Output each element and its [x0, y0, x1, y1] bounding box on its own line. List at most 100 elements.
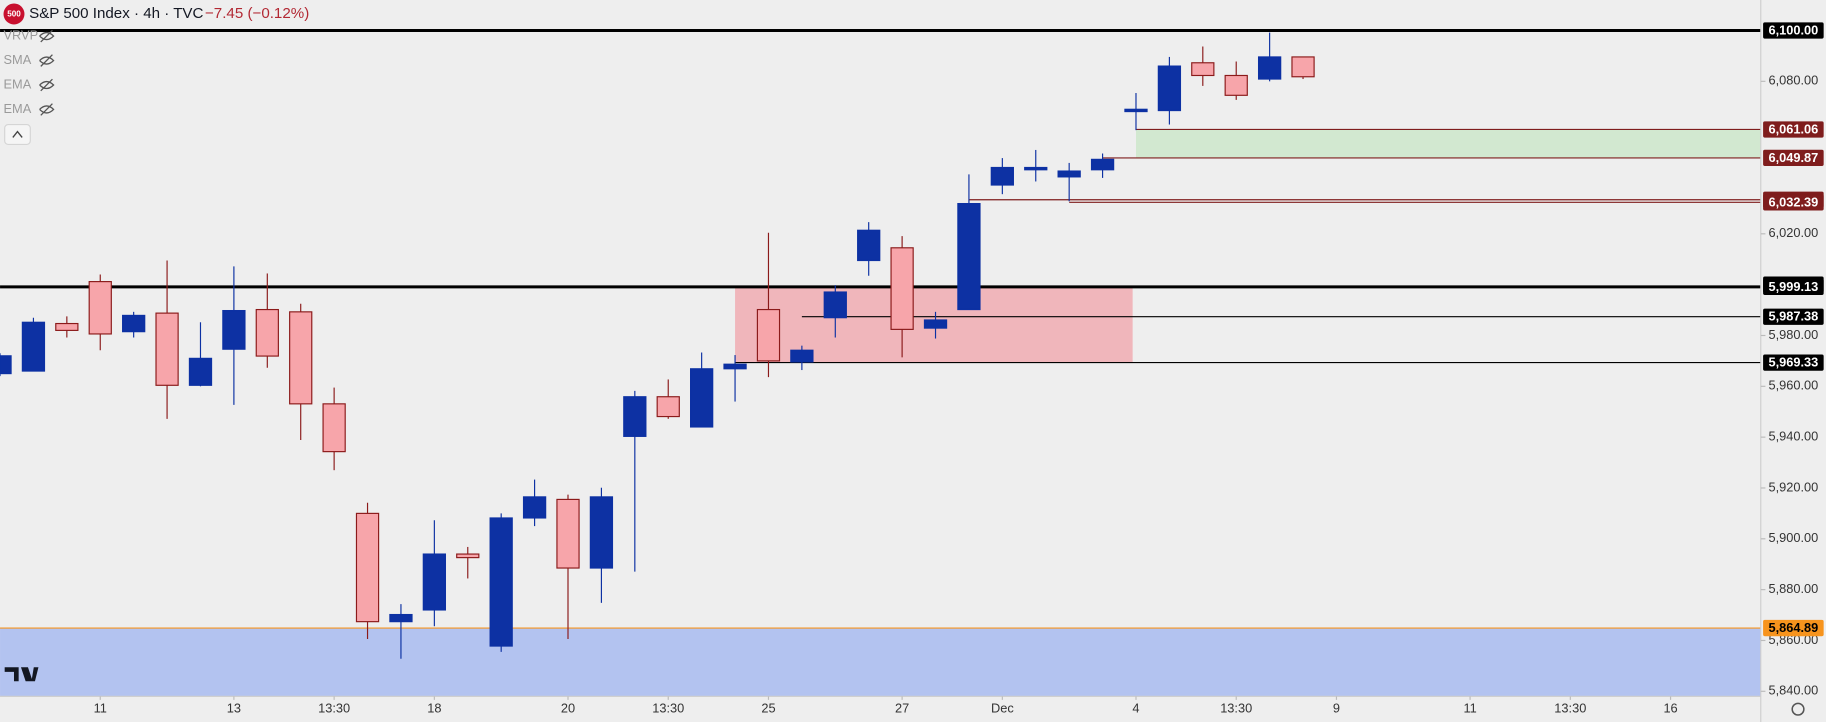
candle-body — [255, 308, 279, 357]
eye-off-icon — [39, 103, 55, 116]
candle-body — [88, 281, 112, 335]
candle-body — [1291, 56, 1315, 78]
candle-body — [1057, 170, 1081, 178]
x-tick-label: 13 — [227, 701, 241, 716]
header: 500 S&P 500 Index · 4h · TVC −7.45 (−0.1… — [0, 0, 385, 26]
candle-body — [21, 321, 46, 372]
candle-body — [1224, 74, 1248, 96]
candle-body — [589, 496, 614, 569]
candle-body — [188, 357, 213, 386]
eye-off-icon — [39, 29, 55, 43]
symbol-logo-text: 500 — [7, 10, 21, 19]
y-tick-label: 5,940.00 — [1768, 429, 1818, 444]
y-tick-label: 6,080.00 — [1768, 73, 1818, 88]
price-change: −7.45 (−0.12%) — [205, 5, 309, 22]
candle-body — [1257, 56, 1282, 80]
price-label: 5,969.33 — [1768, 355, 1818, 370]
candle-body — [790, 349, 814, 363]
candle-body — [155, 312, 179, 386]
x-tick-label: 27 — [895, 701, 909, 716]
price-label-box — [1763, 619, 1824, 637]
candle-body — [489, 517, 513, 647]
candle-body — [890, 247, 914, 330]
chart-title: S&P 500 Index · 4h · TVC — [29, 5, 203, 22]
candle-body — [355, 512, 380, 623]
x-tick-label: 25 — [761, 701, 775, 716]
tv-logo-mark — [4, 667, 39, 682]
x-tick-label: Dec — [991, 701, 1014, 716]
x-tick-label: 20 — [561, 701, 575, 716]
x-tick-label: 11 — [1463, 701, 1476, 716]
indicator-label: EMA — [4, 76, 32, 91]
y-tick-label: 5,920.00 — [1768, 479, 1818, 494]
candle-body — [1090, 158, 1115, 171]
indicator-label: SMA — [4, 52, 32, 67]
price-label: 5,864.89 — [1768, 620, 1818, 635]
settings-icon[interactable] — [1791, 702, 1805, 716]
y-tick-label: 6,020.00 — [1768, 225, 1818, 240]
axes: 5,840.005,860.005,880.005,900.005,920.00… — [94, 22, 1824, 716]
x-tick-label: 13:30 — [318, 701, 350, 716]
collapse-box[interactable] — [4, 124, 31, 145]
x-tick-label: 9 — [1333, 701, 1340, 716]
indicator-label: VRVP — [4, 27, 39, 42]
price-label: 6,061.06 — [1768, 121, 1818, 136]
price-label-box — [1763, 149, 1824, 167]
candle-body — [55, 322, 79, 331]
candle-body — [1157, 65, 1182, 112]
eye-off-icon — [39, 78, 55, 92]
x-tick-label: 16 — [1663, 701, 1677, 716]
candle-body — [823, 291, 847, 319]
candle-body — [623, 396, 647, 437]
x-tick-label: 4 — [1132, 701, 1139, 716]
price-label: 5,987.38 — [1768, 309, 1818, 324]
candle-body — [690, 368, 714, 428]
indicator-list[interactable]: VRVP SMA EMA EMA — [4, 27, 55, 116]
candle-body — [522, 496, 547, 519]
chevron-icon — [12, 130, 23, 138]
candle-body — [556, 498, 580, 569]
candle-body — [1024, 166, 1048, 171]
candle-body — [923, 319, 948, 329]
candle-body — [990, 166, 1014, 186]
x-tick-label: 13:30 — [1554, 701, 1586, 716]
price-label: 6,032.39 — [1768, 194, 1818, 209]
candle-body — [322, 403, 346, 453]
candle-body — [656, 396, 680, 418]
indicator-label: EMA — [4, 101, 32, 116]
price-label: 6,049.87 — [1768, 150, 1818, 165]
zone — [1135, 129, 1761, 158]
price-label: 5,999.13 — [1768, 279, 1818, 294]
candle-body — [222, 309, 246, 350]
plot-area — [0, 29, 1761, 697]
candle-body — [122, 314, 146, 333]
candle-body — [957, 202, 981, 311]
candle-body — [756, 308, 781, 362]
price-label-box — [1763, 278, 1824, 296]
header-bg — [0, 0, 385, 26]
tv-logo — [4, 667, 39, 682]
y-tick-label: 5,960.00 — [1768, 378, 1818, 393]
candle-body — [0, 355, 12, 375]
candle-body — [723, 363, 747, 370]
y-tick-label: 5,900.00 — [1768, 530, 1818, 545]
candle-body — [857, 229, 881, 262]
x-tick-label: 13:30 — [652, 701, 684, 716]
y-tick-label: 5,980.00 — [1768, 327, 1818, 342]
candle-body — [289, 311, 313, 405]
price-label: 6,100.00 — [1768, 22, 1818, 37]
x-tick-label: 18 — [427, 701, 441, 716]
settings-button[interactable] — [1791, 702, 1805, 716]
candle-body — [422, 553, 447, 611]
price-label-box — [1763, 194, 1824, 211]
x-tick-label: 13:30 — [1220, 701, 1252, 716]
zone — [0, 628, 1761, 697]
price-label-box — [1763, 22, 1824, 39]
collapse-button[interactable] — [4, 124, 31, 145]
candle-body — [389, 613, 413, 623]
candle-body — [1191, 62, 1215, 77]
x-tick-label: 11 — [94, 701, 107, 716]
eye-off-icon — [39, 54, 55, 67]
